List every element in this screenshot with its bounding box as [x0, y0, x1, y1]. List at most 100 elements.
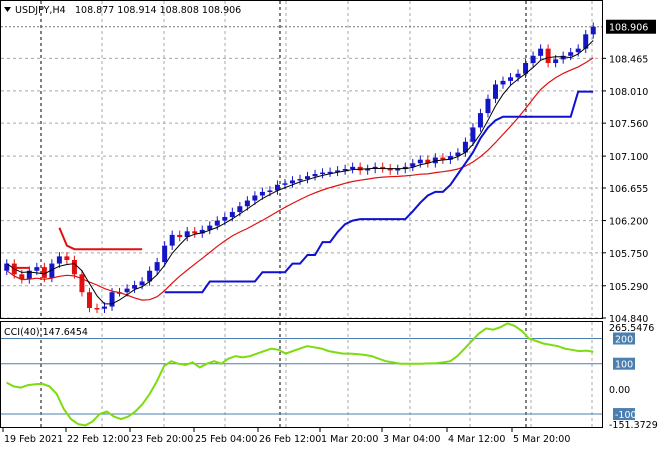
- candle-down: [440, 157, 446, 160]
- candle-up: [492, 84, 498, 99]
- candle-down: [177, 234, 183, 238]
- candle-up: [327, 171, 333, 174]
- chart-header: USDJPY,H4 108.877 108.914 108.808 108.90…: [4, 5, 241, 16]
- trailing-stop-up: [164, 90, 594, 294]
- candle-up: [162, 245, 168, 263]
- candle-up: [470, 127, 476, 142]
- candle-down: [41, 267, 47, 278]
- candle-up: [560, 55, 566, 60]
- time-axis: 19 Feb 2021 22 Feb 12:00 23 Feb 20:00 25 Fe…: [2, 428, 570, 445]
- chart-grid: [1, 1, 602, 427]
- candle-up: [500, 80, 506, 85]
- candle-up: [49, 263, 55, 278]
- cci-axis-label: 265.5476: [609, 323, 654, 334]
- cci-pane-frame: [0, 321, 603, 428]
- candle-up: [455, 152, 461, 157]
- candle-up: [267, 190, 273, 192]
- candle-up: [259, 191, 265, 196]
- candle-up: [395, 169, 401, 171]
- current-price-label: 108.906: [609, 23, 648, 34]
- candle-up: [56, 256, 62, 264]
- candle-up: [282, 183, 288, 185]
- candle-down: [357, 166, 363, 171]
- ohlc-values: 108.877 108.914 108.808 108.906: [75, 5, 241, 16]
- candle-up: [199, 229, 205, 234]
- price-tick-label: 106.200: [609, 217, 648, 228]
- candle-up: [274, 184, 280, 191]
- time-tick-label: 23 Feb 20:00: [131, 434, 193, 445]
- cci-level-box: [613, 357, 635, 370]
- candle-down: [79, 274, 85, 293]
- candle-up: [477, 113, 483, 128]
- candle-up: [523, 62, 529, 74]
- candle-up: [169, 234, 175, 246]
- candle-up: [402, 166, 408, 169]
- candle-up: [417, 159, 423, 164]
- candle-up: [222, 216, 228, 221]
- indicator-lines: [6, 40, 594, 305]
- price-tick-label: 106.655: [609, 184, 648, 195]
- candle-up: [132, 285, 138, 289]
- candle-up: [109, 292, 115, 307]
- candle-up: [590, 26, 596, 35]
- candle-up: [575, 48, 581, 53]
- cci-level-box: [613, 332, 635, 345]
- candle-up: [350, 166, 356, 169]
- candle-up: [553, 59, 559, 63]
- candle-up: [147, 270, 153, 282]
- symbol-label: USDJPY,H4: [15, 5, 66, 16]
- price-tick-label: 107.560: [609, 119, 648, 130]
- candle-up: [410, 163, 416, 167]
- candle-down: [380, 166, 386, 169]
- candle-down: [545, 48, 551, 63]
- cci-axis-label: 0.00: [609, 385, 630, 396]
- candle-up: [305, 176, 311, 180]
- candle-up: [365, 169, 371, 171]
- cci-subwindow: [1, 322, 602, 427]
- cci-axis-label: 200: [615, 335, 633, 346]
- candle-down: [425, 159, 431, 164]
- candle-up: [139, 281, 145, 286]
- cci-axis-label: -151.3729: [609, 420, 658, 431]
- candle-up: [312, 174, 318, 177]
- candle-up: [515, 73, 521, 78]
- candle-up: [320, 172, 326, 175]
- dropdown-triangle-icon[interactable]: [4, 7, 11, 12]
- candle-up: [237, 206, 243, 212]
- candle-up: [252, 195, 258, 201]
- moving-average-fast: [6, 40, 594, 305]
- candle-up: [214, 220, 220, 226]
- candle-down: [86, 292, 92, 308]
- candle-up: [289, 180, 295, 184]
- candle-down: [19, 274, 25, 280]
- chart-frames: [0, 0, 603, 428]
- candle-up: [102, 306, 108, 309]
- price-tick-label: 104.840: [609, 314, 648, 325]
- candle-up: [538, 48, 544, 56]
- moving-average-slow: [6, 57, 594, 301]
- candle-up: [508, 77, 514, 81]
- time-tick-label: 1 Mar 20:00: [321, 434, 378, 445]
- cci-line: [6, 322, 594, 427]
- cci-level-box: [613, 408, 635, 421]
- candle-down: [64, 256, 70, 260]
- candle-up: [297, 179, 303, 181]
- time-tick-label: 4 Mar 12:00: [448, 434, 505, 445]
- time-tick-label: 25 Feb 04:00: [195, 434, 257, 445]
- time-tick-label: 19 Feb 2021: [4, 434, 63, 445]
- time-tick-label: 5 Mar 20:00: [513, 434, 570, 445]
- candle-up: [485, 98, 491, 114]
- price-tick-label: 107.100: [609, 152, 648, 163]
- candle-up: [447, 156, 453, 160]
- candle-down: [387, 168, 393, 171]
- candle-up: [244, 200, 250, 207]
- candle-up: [154, 262, 160, 271]
- candle-up: [342, 169, 348, 171]
- cci-label: CCI(40) 147.6454: [4, 327, 88, 338]
- candle-down: [192, 231, 198, 234]
- candle-up: [184, 231, 190, 238]
- candle-up: [4, 263, 10, 271]
- candle-up: [124, 288, 130, 293]
- candle-down: [94, 307, 100, 310]
